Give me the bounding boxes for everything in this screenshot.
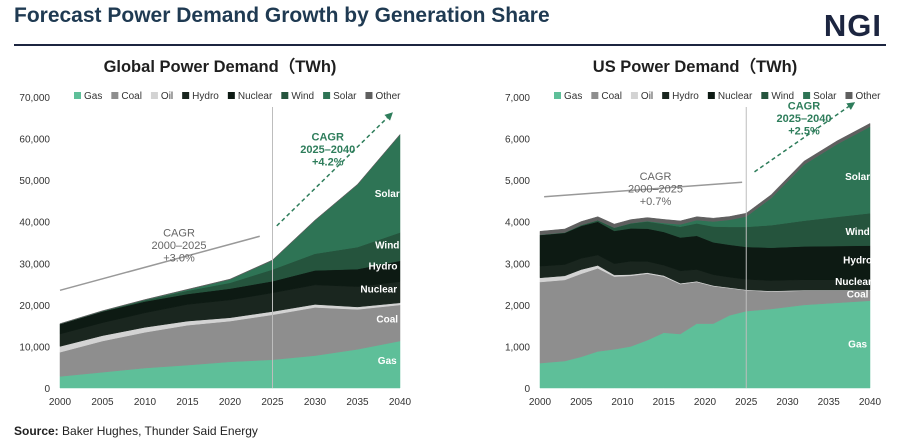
- x-tick-label: 2020: [694, 397, 717, 408]
- legend-label-solar: Solar: [813, 91, 837, 102]
- x-tick-label: 2010: [134, 397, 157, 408]
- cagr-future-arrow: [276, 112, 393, 227]
- legend-label-oil: Oil: [641, 91, 653, 102]
- x-tick-label: 2025: [261, 397, 284, 408]
- legend-swatch-hydro: [182, 92, 190, 99]
- area-label-wind: Wind: [845, 227, 869, 238]
- y-tick-label: 20,000: [19, 301, 50, 312]
- legend-swatch-solar: [323, 92, 331, 99]
- y-tick-label: 60,000: [19, 135, 50, 146]
- source-label: Source:: [14, 424, 59, 438]
- cagr-past-label: CAGR 2000–2025 +3.0%: [151, 227, 206, 264]
- legend-label-hydro: Hydro: [192, 91, 219, 102]
- y-tick-label: 7,000: [505, 93, 530, 104]
- x-tick-label: 2040: [389, 397, 412, 408]
- area-label-gas: Gas: [848, 339, 867, 350]
- x-tick-label: 2005: [91, 397, 114, 408]
- x-tick-label: 2015: [176, 397, 199, 408]
- source-text: Baker Hughes, Thunder Said Energy: [58, 424, 258, 438]
- x-tick-label: 2035: [818, 397, 841, 408]
- x-tick-label: 2030: [776, 397, 799, 408]
- legend-label-wind: Wind: [291, 91, 314, 102]
- page-title: Forecast Power Demand Growth by Generati…: [14, 4, 550, 27]
- area-label-nuclear: Nuclear: [835, 277, 872, 288]
- cagr-future-arrow: [754, 102, 856, 173]
- area-other: [59, 133, 401, 325]
- area-label-wind: Wind: [375, 241, 399, 252]
- chart-title: Global Power Demand（TWh): [104, 56, 337, 76]
- x-tick-label: 2005: [570, 397, 593, 408]
- cagr-future-label: CAGR 2025–2040 +4.2%: [300, 132, 355, 169]
- y-tick-label: 0: [524, 384, 530, 395]
- x-tick-label: 2030: [304, 397, 327, 408]
- cagr-past-arrow: [59, 235, 260, 292]
- x-tick-label: 2035: [346, 397, 369, 408]
- y-tick-label: 30,000: [19, 259, 50, 270]
- legend-swatch-other: [845, 92, 853, 99]
- chart-title: US Power Demand（TWh): [593, 56, 797, 76]
- legend-label-wind: Wind: [771, 91, 794, 102]
- legend-label-coal: Coal: [121, 91, 142, 102]
- legend-label-gas: Gas: [84, 91, 102, 102]
- y-tick-label: 10,000: [19, 342, 50, 353]
- legend-label-gas: Gas: [564, 91, 582, 102]
- area-label-nuclear: Nuclear: [360, 284, 397, 295]
- y-tick-label: 5,000: [505, 176, 530, 187]
- legend-swatch-coal: [111, 92, 119, 99]
- area-label-solar: Solar: [845, 172, 870, 183]
- x-tick-label: 2040: [859, 397, 882, 408]
- legend-swatch-oil: [630, 92, 638, 99]
- legend-label-other: Other: [375, 91, 401, 102]
- us-power-demand-chart: US Power Demand（TWh) 0 1,000 2,000 3,000 4,00…: [505, 56, 882, 408]
- x-tick-label: 2025: [735, 397, 758, 408]
- ngi-logo: NGI: [823, 8, 882, 43]
- legend-swatch-oil: [150, 92, 158, 99]
- legend-swatch-nuclear: [227, 92, 235, 99]
- cagr-past-label: CAGR 2000–2025 +0.7%: [628, 171, 683, 208]
- legend-label-coal: Coal: [601, 91, 622, 102]
- y-tick-label: 3,000: [505, 259, 530, 270]
- legend-label-solar: Solar: [333, 91, 357, 102]
- y-tick-label: 40,000: [19, 218, 50, 229]
- cagr-future-label: CAGR 2025–2040 +2.5%: [776, 100, 831, 137]
- y-tick-label: 0: [44, 384, 50, 395]
- y-tick-label: 50,000: [19, 176, 50, 187]
- x-tick-label: 2000: [529, 397, 552, 408]
- source-note: Source: Baker Hughes, Thunder Said Energ…: [14, 424, 258, 438]
- legend-swatch-gas: [554, 92, 561, 99]
- header-rule: [14, 44, 886, 46]
- legend-swatch-nuclear: [707, 92, 715, 99]
- y-tick-label: 70,000: [19, 93, 50, 104]
- global-power-demand-chart: Global Power Demand（TWh) 0 10,000 20,000 30,…: [19, 56, 412, 408]
- legend-label-other: Other: [855, 91, 881, 102]
- legend-label-nuclear: Nuclear: [238, 91, 273, 102]
- legend-swatch-gas: [74, 92, 81, 99]
- legend-swatch-hydro: [662, 92, 670, 99]
- area-label-coal: Coal: [376, 314, 398, 325]
- area-label-gas: Gas: [378, 356, 397, 367]
- legend-swatch-other: [365, 92, 373, 99]
- x-tick-label: 2020: [219, 397, 242, 408]
- legend-label-nuclear: Nuclear: [718, 91, 753, 102]
- x-tick-label: 2010: [611, 397, 634, 408]
- legend-swatch-wind: [761, 92, 769, 99]
- y-tick-label: 4,000: [505, 218, 530, 229]
- y-tick-label: 6,000: [505, 135, 530, 146]
- legend-swatch-coal: [591, 92, 599, 99]
- y-tick-label: 2,000: [505, 301, 530, 312]
- x-tick-label: 2000: [49, 397, 72, 408]
- cagr-past-arrow: [544, 181, 743, 198]
- legend-swatch-wind: [281, 92, 289, 99]
- area-label-solar: Solar: [375, 189, 400, 200]
- area-label-coal: Coal: [847, 289, 869, 300]
- area-label-hydro: Hydro: [843, 255, 872, 266]
- x-tick-label: 2015: [653, 397, 676, 408]
- y-tick-label: 1,000: [505, 342, 530, 353]
- area-other: [539, 122, 871, 236]
- area-label-hydro: Hydro: [369, 262, 398, 273]
- legend-label-hydro: Hydro: [672, 91, 699, 102]
- legend-label-oil: Oil: [161, 91, 173, 102]
- legend-swatch-solar: [803, 92, 811, 99]
